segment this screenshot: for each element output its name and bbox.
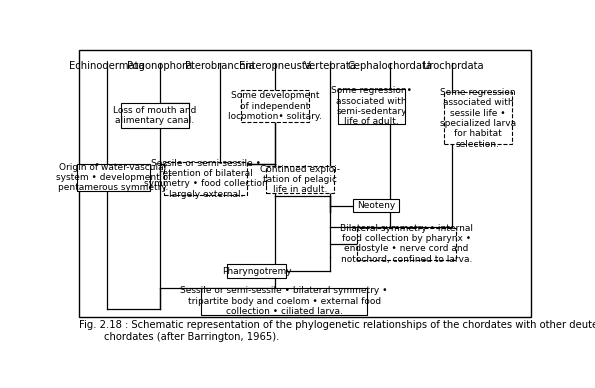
Bar xyxy=(77,164,150,191)
Bar xyxy=(353,199,399,212)
Text: Urochordata: Urochordata xyxy=(422,61,483,71)
Bar xyxy=(357,228,456,260)
Text: Some regression
associated with
sessile life •
specialized larva
for habitat
sel: Some regression associated with sessile … xyxy=(440,88,516,149)
Text: chordates (after Barrington, 1965).: chordates (after Barrington, 1965). xyxy=(104,332,280,342)
Bar xyxy=(266,166,334,193)
Bar xyxy=(121,103,189,128)
Text: Echinodermata: Echinodermata xyxy=(69,61,145,71)
Text: Loss of mouth and
alimentary canal.: Loss of mouth and alimentary canal. xyxy=(114,106,197,125)
Text: Neoteny: Neoteny xyxy=(357,201,396,210)
Bar xyxy=(444,92,512,144)
Text: Origin of water-vascular
system • development of
pentamerous symmetry.: Origin of water-vascular system • develo… xyxy=(56,163,171,192)
Bar xyxy=(201,288,367,315)
Text: Sessile or semi-sessile • bilateral symmetry •
tripartite body and coelom • exte: Sessile or semi-sessile • bilateral symm… xyxy=(180,286,388,316)
Text: Cephalochordata: Cephalochordata xyxy=(347,61,433,71)
Text: Pogonophora: Pogonophora xyxy=(127,61,192,71)
Text: Bilateral symmetry • internal
food collection by pharynx •
endostyle • nerve cor: Bilateral symmetry • internal food colle… xyxy=(340,223,473,264)
Text: Pharyngotremy: Pharyngotremy xyxy=(222,267,292,276)
Text: Pterobranchia: Pterobranchia xyxy=(185,61,255,71)
Bar xyxy=(164,162,248,195)
Text: Vertebrata: Vertebrata xyxy=(304,61,357,71)
Text: Continued exploi-
tation of pelagic
life in adult.: Continued exploi- tation of pelagic life… xyxy=(260,165,340,194)
Text: Enteropneusta: Enteropneusta xyxy=(239,61,311,71)
Text: Fig. 2.18 : Schematic representation of the phylogenetic relationships of the ch: Fig. 2.18 : Schematic representation of … xyxy=(79,320,595,330)
Text: Sessile or semi-sessile •
retention of bilateral
symmetry • food collection
larg: Sessile or semi-sessile • retention of b… xyxy=(144,159,268,199)
Bar xyxy=(79,50,531,317)
Text: Some development
of independent
locomotion• solitary.: Some development of independent locomoti… xyxy=(228,92,322,121)
Text: Some regression•
associated with
semi-sedentary
life of adult.: Some regression• associated with semi-se… xyxy=(331,86,412,126)
Bar xyxy=(339,89,405,124)
Bar xyxy=(227,264,287,279)
Bar xyxy=(241,90,309,123)
